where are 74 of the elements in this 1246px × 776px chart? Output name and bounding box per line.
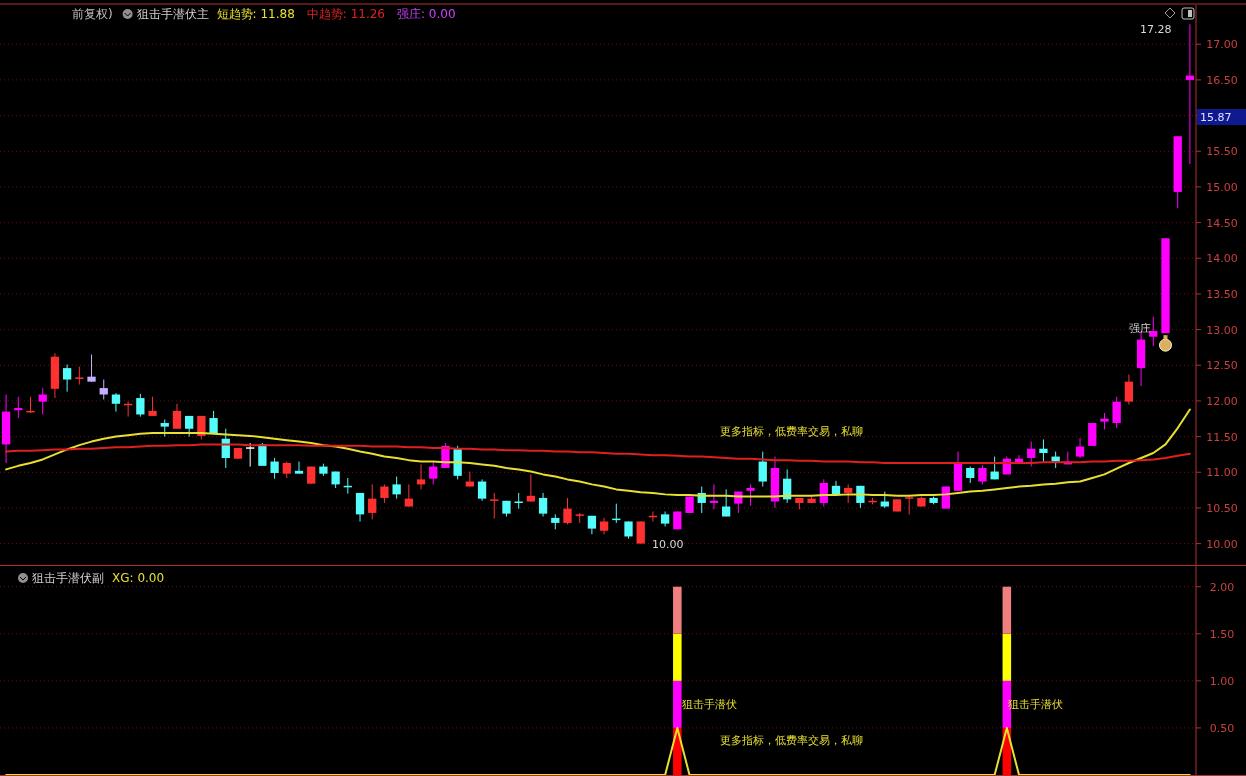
y-tick-label: 10.00 (1206, 537, 1238, 551)
candlestick (87, 354, 96, 383)
candlestick (465, 471, 475, 488)
y-tick-label: 1.50 (1209, 627, 1235, 641)
candlestick (416, 463, 426, 490)
y-tick-label: 15.50 (1206, 145, 1238, 159)
candlestick (758, 451, 767, 488)
y-tick-label: 10.50 (1206, 501, 1238, 515)
candlestick (563, 497, 572, 525)
candlestick (477, 478, 487, 502)
candlestick (538, 492, 548, 517)
text: 短趋势: 11.88 (216, 7, 295, 21)
y-tick-label: 15.00 (1206, 180, 1238, 194)
y-tick-label: 12.00 (1206, 394, 1238, 408)
bar (673, 586, 682, 634)
candlestick (62, 364, 72, 393)
candlestick (392, 476, 401, 500)
text: 15.87 (1200, 111, 1232, 124)
y-tick-label: 17.00 (1206, 38, 1238, 52)
candlestick (1027, 441, 1036, 468)
candlestick (1088, 422, 1097, 447)
bar (1002, 633, 1012, 681)
bar (673, 633, 682, 681)
text: 狙击手潜伏副 (32, 571, 104, 585)
y-tick-label: 12.50 (1206, 359, 1238, 373)
bar (1002, 586, 1012, 634)
candlestick (1149, 316, 1158, 347)
y-tick-label: 13.00 (1206, 323, 1238, 337)
candlestick (270, 457, 279, 480)
y-tick-label: 1.00 (1209, 674, 1235, 688)
y-tick-label: 16.50 (1206, 73, 1238, 87)
annotation: 更多指标，低费率交易，私聊 (720, 734, 863, 747)
candlestick (136, 393, 145, 418)
candlestick (148, 396, 157, 417)
y-tick-label: 0.50 (1209, 721, 1235, 735)
candlestick (844, 483, 853, 504)
candlestick (978, 464, 987, 485)
annotation: 10.00 (652, 538, 684, 551)
chart-title: 狙击手潜伏主 (136, 7, 209, 21)
candlestick (746, 483, 755, 507)
annotation: 狙击手潜伏 (682, 698, 737, 711)
candlestick (1112, 396, 1121, 429)
y-tick-label: 14.00 (1206, 252, 1238, 266)
candlestick (172, 403, 182, 430)
bar (673, 680, 682, 728)
candlestick (355, 492, 365, 522)
candlestick (404, 483, 413, 507)
annotation: 17.28 (1140, 23, 1172, 36)
candlestick (38, 387, 47, 415)
annotation: 更多指标，低费率交易，私聊 (720, 425, 863, 438)
candlestick (380, 483, 389, 504)
y-tick-label: 11.50 (1206, 430, 1238, 444)
candlestick (1075, 437, 1085, 459)
candlestick (490, 492, 499, 520)
candlestick (111, 392, 121, 413)
candlestick (429, 461, 438, 485)
y-tick-label: 2.00 (1209, 580, 1235, 594)
candlestick (99, 379, 108, 400)
text: 中趋势: 11.26 (306, 7, 386, 21)
candlestick (246, 442, 255, 468)
candlestick (526, 473, 536, 503)
candlestick (294, 461, 304, 475)
y-tick-label: 11.00 (1206, 466, 1238, 480)
text: XG: 0.00 (112, 571, 165, 585)
annotation: 前复权) (72, 7, 113, 21)
candlestick (368, 483, 377, 520)
annotation: 强庄 (1129, 322, 1152, 336)
candlestick (1124, 374, 1134, 405)
annotation: 强庄: 0.00 (397, 7, 456, 21)
candlestick (1039, 438, 1048, 463)
y-tick-label: 14.50 (1206, 216, 1238, 230)
candlestick (636, 520, 645, 545)
candlestick (258, 442, 267, 467)
y-tick-label: 13.50 (1206, 287, 1238, 301)
